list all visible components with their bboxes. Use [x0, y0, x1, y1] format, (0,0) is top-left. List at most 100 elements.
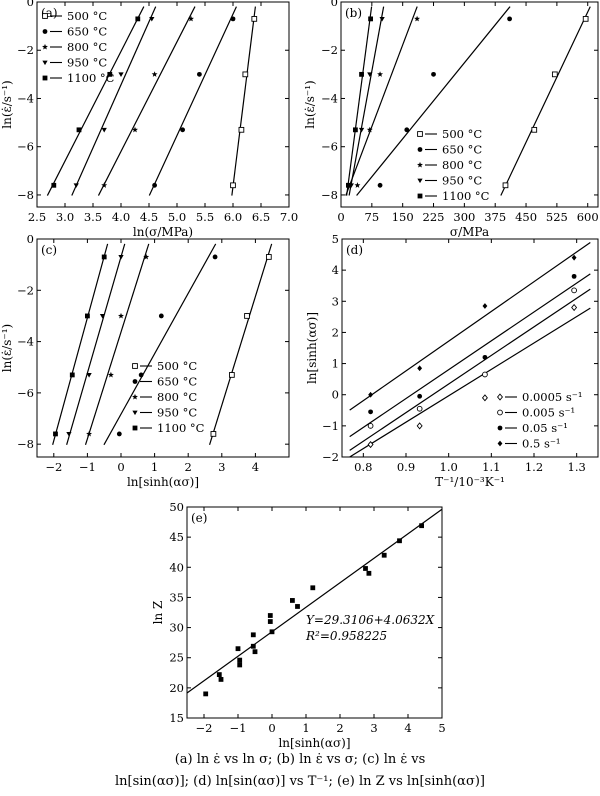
- data-point: [502, 182, 509, 189]
- series-0: [230, 16, 258, 189]
- data-point: [73, 183, 79, 188]
- chart-panel-2: −2 −1 0 1 2 3 4−8−6−4−20ln[sinh(ασ)]ln(ε̇/s⁻¹)…: [0, 232, 290, 489]
- x-axis-title: T⁻¹/10⁻³K⁻¹: [435, 475, 505, 489]
- y-tick-label: −4: [17, 91, 34, 105]
- fit-line-series-2: [84, 243, 150, 445]
- legend-marker: [42, 29, 48, 34]
- y-tick-label: −2: [17, 43, 34, 57]
- data-point: [431, 71, 436, 77]
- y-tick-label: −1: [322, 419, 339, 433]
- y-tick-label: −6: [321, 140, 338, 154]
- y-tick-label: 45: [169, 530, 184, 544]
- data-point: [269, 629, 275, 635]
- legend-entry: 0.5 s⁻¹: [522, 437, 561, 451]
- data-point: [358, 127, 365, 133]
- series-2: [86, 253, 150, 437]
- data-point: [404, 127, 410, 133]
- x-tick-label: 1.2: [525, 460, 543, 474]
- fit-line-series-3: [348, 6, 385, 196]
- data-point: [531, 126, 538, 133]
- series-4: [346, 16, 374, 188]
- x-tick-label: 1: [302, 721, 309, 735]
- data-point: [368, 16, 374, 22]
- x-tick-label: 4.5: [140, 210, 158, 224]
- data-point: [250, 643, 256, 649]
- x-tick-label: 5.5: [196, 210, 214, 224]
- series-2: [101, 15, 194, 188]
- data-point: [416, 422, 423, 430]
- y-tick-label: −6: [17, 140, 34, 154]
- legend-marker: [132, 410, 138, 416]
- x-tick-label: 4: [404, 721, 411, 735]
- data-point: [381, 552, 387, 558]
- data-point: [290, 598, 295, 603]
- legend-entry: 500 °C: [67, 9, 107, 23]
- data-point: [244, 313, 250, 319]
- chart-panel-1: 0 75 150 225 300 375 450 525 600 −8 −6 −4 −2 0 σ/MPa ln…: [303, 0, 599, 239]
- data-point: [118, 312, 124, 319]
- x-axis-title: σ/MPa: [450, 225, 489, 239]
- x-tick-label: 6.0: [224, 210, 242, 224]
- y-tick-label: 0: [27, 232, 34, 246]
- fit-line-series-2: [97, 6, 196, 196]
- data-point: [230, 16, 236, 22]
- x-tick-label: 2.5: [28, 210, 46, 224]
- legend-marker: [42, 13, 48, 19]
- x-tick-label: 0: [268, 721, 275, 735]
- data-point: [419, 523, 424, 529]
- y-tick-label: 0: [331, 0, 338, 9]
- data-point: [210, 431, 217, 437]
- x-tick-label: −2: [45, 460, 62, 474]
- data-point: [230, 182, 236, 189]
- x-tick-label: 4: [252, 460, 259, 474]
- fit-line-series-1: [349, 288, 591, 451]
- y-tick-label: 15: [169, 711, 184, 725]
- data-point: [143, 253, 150, 260]
- legend-marker: [417, 193, 423, 199]
- data-point: [86, 373, 92, 378]
- series-0: [203, 523, 424, 697]
- data-point: [366, 570, 372, 576]
- series-2: [354, 15, 421, 188]
- data-point: [359, 71, 364, 77]
- data-point: [138, 372, 144, 378]
- fit-line-series-4: [52, 243, 109, 445]
- fit-line-series-4: [346, 6, 373, 196]
- legend-entry: 1100 °C: [157, 421, 205, 435]
- data-point: [367, 72, 373, 77]
- legend-marker: [132, 379, 138, 384]
- caption-line-1: (a) ln ε̇ vs ln σ; (b) ln ε̇ vs σ; (c) l…: [174, 752, 426, 767]
- fit-line-series-4: [46, 6, 145, 196]
- legend-marker: [497, 425, 503, 431]
- data-point: [203, 691, 209, 697]
- data-point: [132, 126, 138, 133]
- y-tick-label: 5: [332, 232, 339, 246]
- legend-marker: [132, 363, 138, 369]
- y-tick-label: 1: [332, 357, 339, 371]
- data-point: [367, 440, 374, 449]
- data-point: [101, 127, 107, 133]
- legend-marker: [42, 43, 48, 50]
- y-tick-label: 4: [332, 263, 339, 277]
- data-point: [237, 662, 243, 668]
- data-point: [242, 71, 249, 78]
- x-tick-label: 4.0: [112, 210, 130, 224]
- fit-line-series-1: [356, 6, 511, 196]
- series-2: [368, 273, 577, 415]
- fit-line-series-3: [349, 241, 591, 411]
- y-tick-label: 35: [169, 590, 184, 604]
- x-tick-label: 0: [337, 210, 344, 224]
- series-1: [377, 16, 512, 188]
- y-tick-label: 25: [169, 651, 184, 665]
- legend-marker: [497, 409, 503, 416]
- panel-label: (b): [345, 6, 362, 20]
- data-point: [295, 604, 300, 609]
- x-tick-label: 75: [365, 210, 380, 224]
- data-point: [417, 365, 423, 372]
- legend-marker: [417, 147, 423, 152]
- x-tick-label: −2: [196, 721, 213, 735]
- x-tick-label: 6.5: [252, 210, 270, 224]
- data-point: [86, 430, 93, 437]
- data-point: [481, 394, 488, 402]
- fit-line-series-2: [349, 273, 591, 438]
